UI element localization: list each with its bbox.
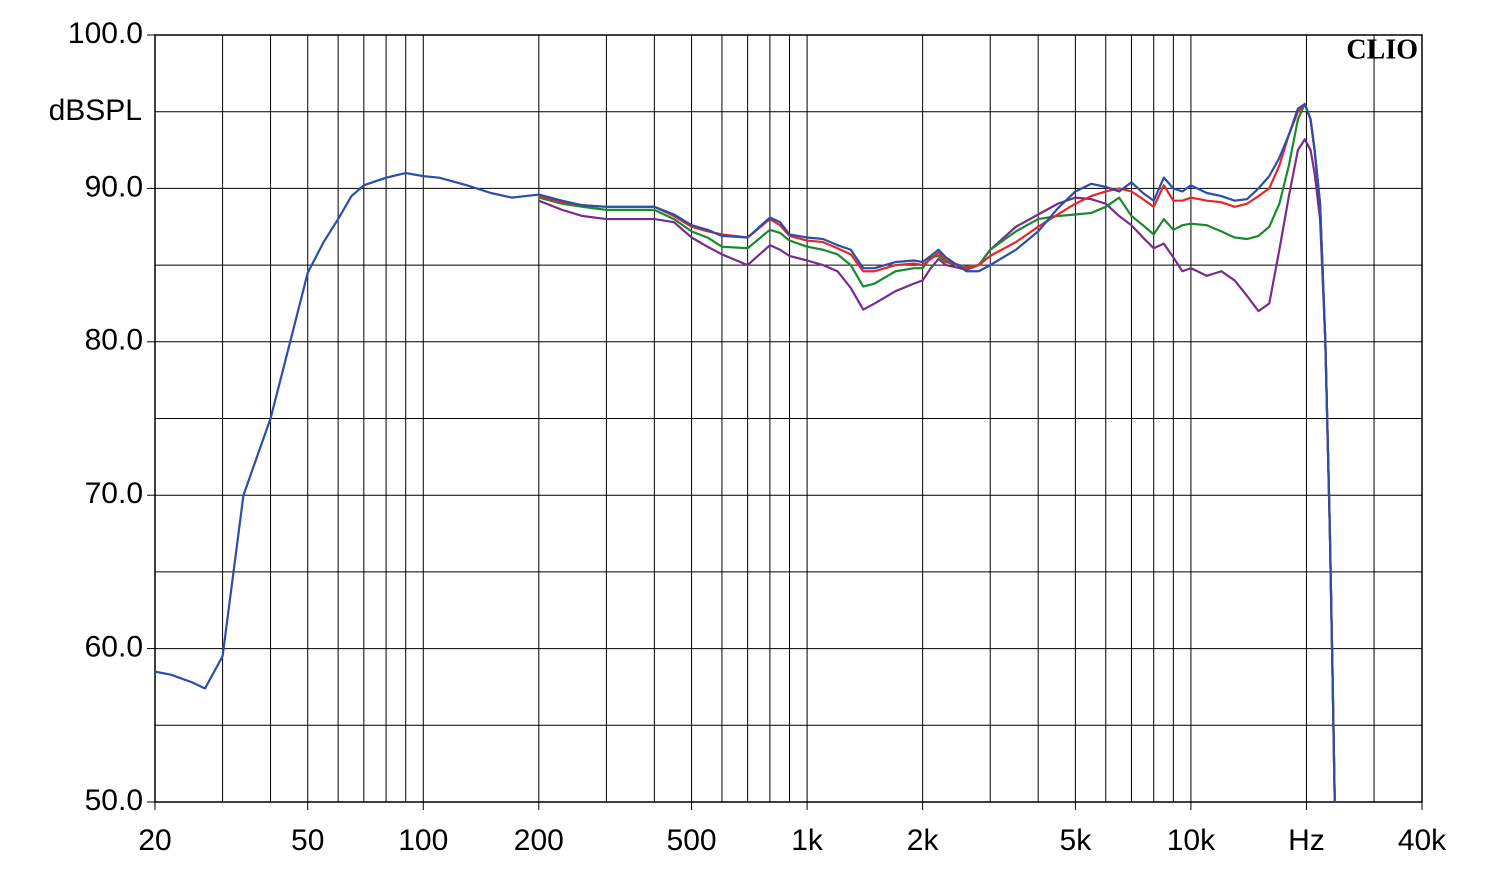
plot-border bbox=[154, 34, 1423, 803]
x-tick-label: 100 bbox=[398, 824, 448, 857]
response-curve bbox=[538, 102, 1336, 803]
x-tick-label: 5k bbox=[1060, 824, 1093, 857]
x-tick-label: 50 bbox=[291, 824, 324, 857]
x-tick-label: Hz bbox=[1288, 824, 1325, 857]
chart-title: CLIO bbox=[1346, 34, 1418, 65]
y-tick-label: 70.0 bbox=[85, 477, 143, 510]
response-curve bbox=[154, 102, 1336, 803]
response-curve bbox=[538, 138, 1336, 803]
y-tick-label: 80.0 bbox=[85, 324, 143, 357]
x-tick-label: 1k bbox=[791, 824, 824, 857]
x-tick-label: 2k bbox=[907, 824, 940, 857]
y-tick-label: 90.0 bbox=[85, 170, 143, 203]
y-tick-label: 60.0 bbox=[85, 631, 143, 664]
x-tick-label: 20 bbox=[138, 824, 171, 857]
y-tick-label: 50.0 bbox=[85, 784, 143, 817]
x-tick-label: 10k bbox=[1167, 824, 1216, 857]
x-tick-label: 200 bbox=[514, 824, 564, 857]
x-tick-label: 500 bbox=[667, 824, 717, 857]
y-tick-label: 100.0 bbox=[68, 17, 143, 50]
x-tick-label: 40k bbox=[1398, 824, 1447, 857]
y-axis-label: dBSPL bbox=[49, 94, 142, 127]
